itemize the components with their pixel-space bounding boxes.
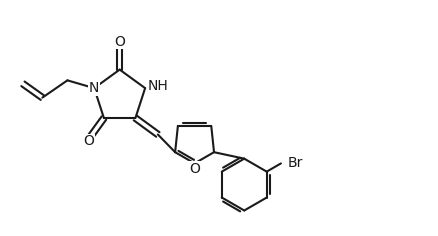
Text: O: O (83, 135, 94, 148)
Text: O: O (114, 34, 125, 49)
Text: NH: NH (147, 79, 168, 93)
Text: O: O (189, 162, 200, 176)
Text: N: N (89, 81, 99, 95)
Text: Br: Br (287, 156, 303, 170)
